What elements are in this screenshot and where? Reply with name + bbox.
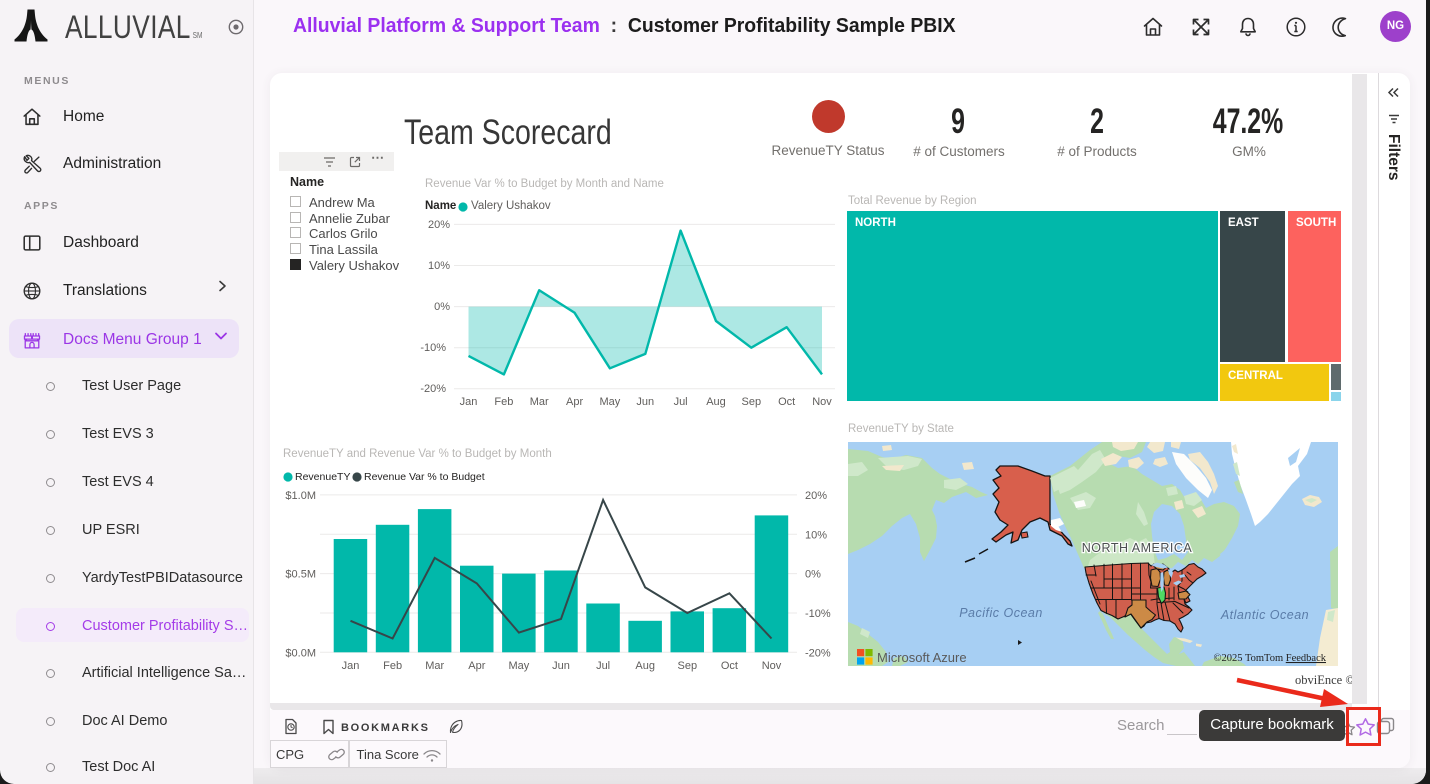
svg-text:20%: 20% [428, 219, 450, 231]
svg-text:Nov: Nov [762, 660, 782, 672]
svg-text:-10%: -10% [420, 342, 446, 354]
svg-text:Jan: Jan [342, 660, 360, 672]
svg-text:-20%: -20% [805, 647, 831, 659]
svg-text:May: May [600, 396, 621, 408]
svg-text:May: May [509, 660, 530, 672]
svg-text:Jul: Jul [674, 396, 688, 408]
svg-text:20%: 20% [805, 490, 827, 502]
svg-text:Oct: Oct [778, 396, 795, 408]
svg-text:10%: 10% [428, 260, 450, 272]
svg-text:Jun: Jun [552, 660, 570, 672]
svg-text:-20%: -20% [420, 383, 446, 395]
svg-text:$0.5M: $0.5M [285, 569, 316, 581]
svg-text:Jul: Jul [596, 660, 610, 672]
svg-text:0%: 0% [434, 301, 450, 313]
svg-text:-10%: -10% [805, 608, 831, 620]
svg-text:Microsoft Azure: Microsoft Azure [877, 650, 967, 665]
svg-text:Aug: Aug [635, 660, 655, 672]
svg-text:Apr: Apr [468, 660, 485, 672]
svg-text:Feb: Feb [383, 660, 402, 672]
svg-text:Pacific Ocean: Pacific Ocean [959, 606, 1043, 620]
svg-text:Mar: Mar [530, 396, 549, 408]
svg-text:Feb: Feb [494, 396, 513, 408]
svg-text:Sep: Sep [678, 660, 698, 672]
svg-text:Mar: Mar [425, 660, 444, 672]
svg-text:$0.0M: $0.0M [285, 647, 316, 659]
svg-text:©2025 TomTom Feedback: ©2025 TomTom Feedback [1214, 653, 1327, 664]
svg-text:Sep: Sep [742, 396, 762, 408]
svg-text:Oct: Oct [721, 660, 738, 672]
svg-text:0%: 0% [805, 569, 821, 581]
svg-text:$1.0M: $1.0M [285, 490, 316, 502]
svg-text:Apr: Apr [566, 396, 583, 408]
svg-text:Nov: Nov [812, 396, 832, 408]
svg-text:10%: 10% [805, 529, 827, 541]
svg-text:Jan: Jan [460, 396, 478, 408]
svg-text:NORTH AMERICA: NORTH AMERICA [1082, 541, 1193, 555]
svg-text:Aug: Aug [706, 396, 726, 408]
svg-text:Jun: Jun [636, 396, 654, 408]
svg-text:Atlantic Ocean: Atlantic Ocean [1220, 608, 1309, 622]
